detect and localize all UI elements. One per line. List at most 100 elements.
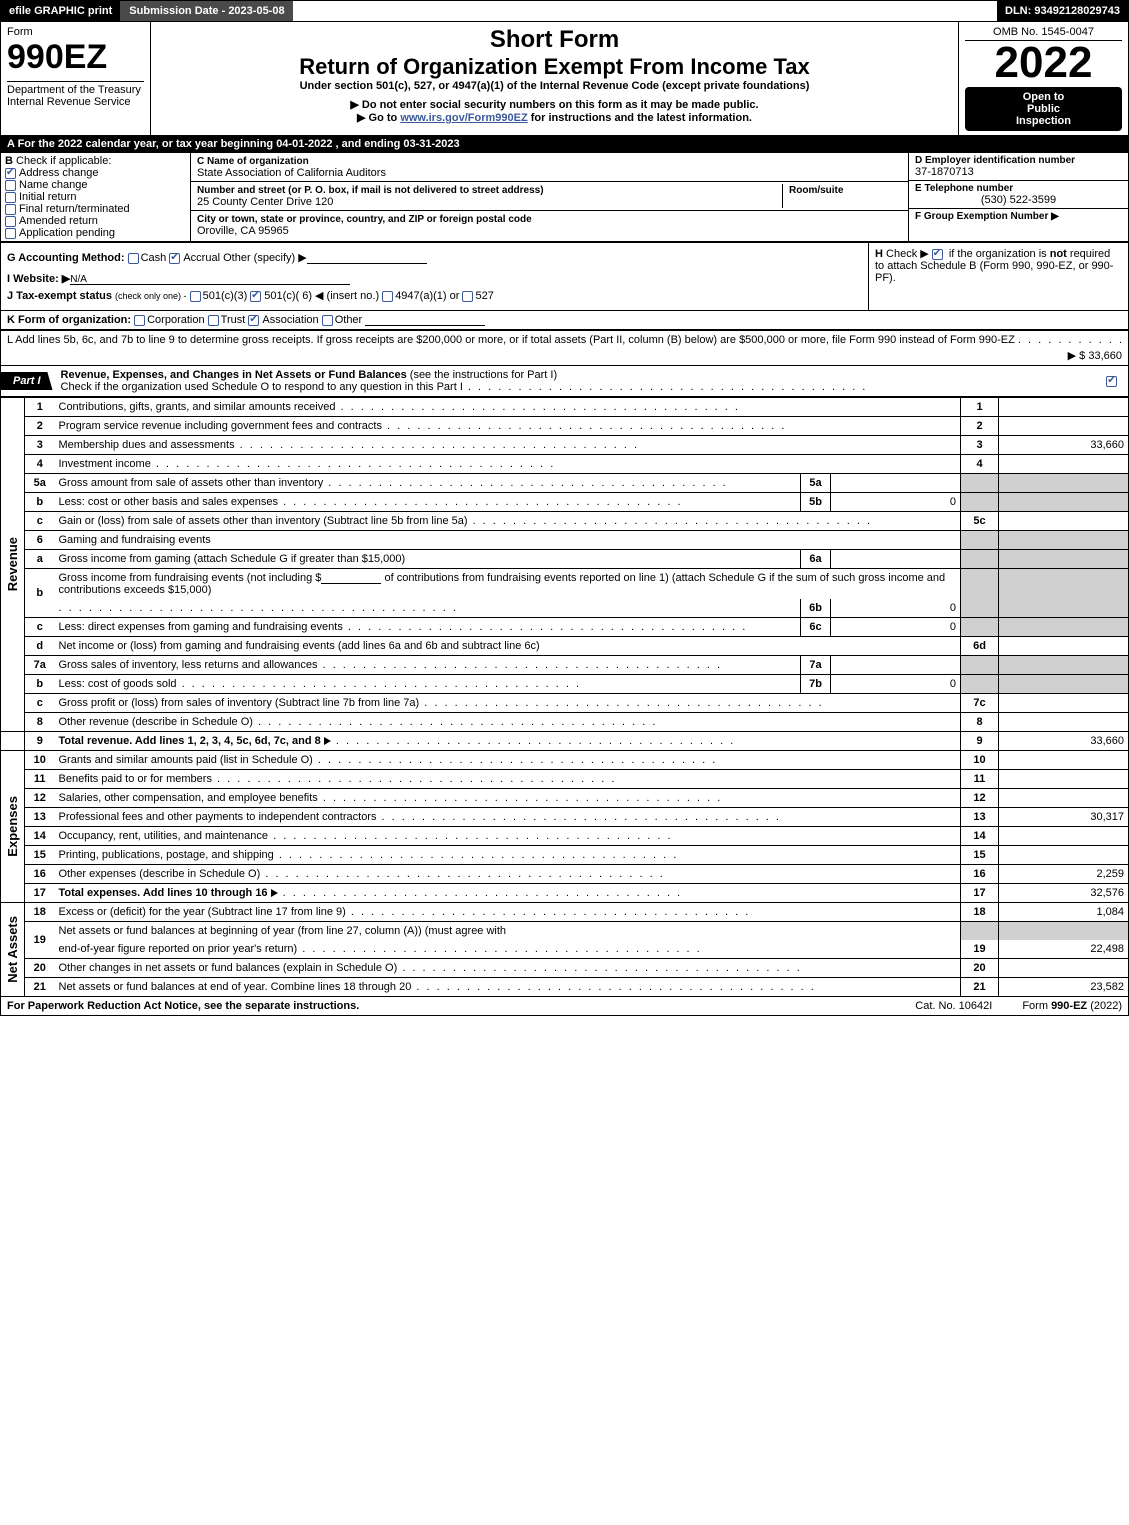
part1-checkbox[interactable] bbox=[1106, 376, 1117, 387]
d20: Other changes in net assets or fund bala… bbox=[59, 962, 398, 974]
short-form-title: Short Form bbox=[157, 26, 952, 54]
line-8: 8 Other revenue (describe in Schedule O)… bbox=[1, 713, 1129, 732]
trust-radio[interactable] bbox=[208, 315, 219, 326]
line-7b: b Less: cost of goods sold 7b 0 bbox=[1, 675, 1129, 694]
L-text-content: L Add lines 5b, 6c, and 7b to line 9 to … bbox=[7, 334, 1015, 346]
d11: Benefits paid to or for members bbox=[59, 773, 212, 785]
line-6b-sub: 6b 0 bbox=[1, 599, 1129, 618]
n8: 8 bbox=[25, 713, 55, 732]
d8: Other revenue (describe in Schedule O) bbox=[59, 716, 253, 728]
rn20: 20 bbox=[961, 959, 999, 978]
line-3: 3 Membership dues and assessments 3 33,6… bbox=[1, 436, 1129, 455]
rn14: 14 bbox=[961, 827, 999, 846]
header-right: OMB No. 1545-0047 2022 Open to Public In… bbox=[958, 22, 1128, 135]
rn9: 9 bbox=[961, 732, 999, 751]
n11: 11 bbox=[25, 770, 55, 789]
n5a: 5a bbox=[25, 474, 55, 493]
501c6-checkbox[interactable] bbox=[250, 291, 261, 302]
app-pending-checkbox[interactable] bbox=[5, 228, 16, 239]
rn5c: 5c bbox=[961, 512, 999, 531]
footer: For Paperwork Reduction Act Notice, see … bbox=[0, 996, 1129, 1016]
H-label: H bbox=[875, 248, 883, 260]
D-label: D Employer identification number bbox=[915, 155, 1122, 166]
rn7c: 7c bbox=[961, 694, 999, 713]
amt6d bbox=[999, 637, 1129, 656]
part1-tag: Part I bbox=[1, 372, 53, 390]
line-5b: b Less: cost or other basis and sales ex… bbox=[1, 493, 1129, 512]
initial-return-checkbox[interactable] bbox=[5, 192, 16, 203]
line-21: 21 Net assets or fund balances at end of… bbox=[1, 978, 1129, 997]
open2: Public bbox=[969, 103, 1118, 115]
footer-left: For Paperwork Reduction Act Notice, see … bbox=[7, 1000, 885, 1012]
irs-link[interactable]: www.irs.gov/Form990EZ bbox=[400, 112, 527, 124]
C-label: C bbox=[197, 156, 204, 167]
corp-radio[interactable] bbox=[134, 315, 145, 326]
501c3-radio[interactable] bbox=[190, 291, 201, 302]
d5a: Gross amount from sale of assets other t… bbox=[59, 477, 324, 489]
amended-return-checkbox[interactable] bbox=[5, 216, 16, 227]
527-radio[interactable] bbox=[462, 291, 473, 302]
amt20 bbox=[999, 959, 1129, 978]
n7c: c bbox=[25, 694, 55, 713]
sn5a: 5a bbox=[801, 474, 831, 493]
cash-text: Cash bbox=[141, 252, 167, 264]
other-org-radio[interactable] bbox=[322, 315, 333, 326]
line-2: 2 Program service revenue including gove… bbox=[1, 417, 1129, 436]
d7c: Gross profit or (loss) from sales of inv… bbox=[59, 697, 420, 709]
netassets-label: Net Assets bbox=[5, 916, 20, 983]
sn7a: 7a bbox=[801, 656, 831, 675]
n16: 16 bbox=[25, 865, 55, 884]
6b-blank bbox=[321, 572, 381, 584]
cash-radio[interactable] bbox=[128, 253, 139, 264]
line-9: 9 Total revenue. Add lines 1, 2, 3, 4, 5… bbox=[1, 732, 1129, 751]
H-checkbox[interactable] bbox=[932, 249, 943, 260]
room-label: Room/suite bbox=[789, 185, 843, 196]
assoc-checkbox[interactable] bbox=[248, 315, 259, 326]
final-return-checkbox[interactable] bbox=[5, 204, 16, 215]
amt9: 33,660 bbox=[999, 732, 1129, 751]
d16: Other expenses (describe in Schedule O) bbox=[59, 868, 261, 880]
sh62 bbox=[999, 531, 1129, 550]
efile-label[interactable]: efile GRAPHIC print bbox=[1, 1, 121, 21]
amt19: 22,498 bbox=[999, 940, 1129, 959]
d6: Gaming and fundraising events bbox=[59, 534, 211, 546]
topbar-spacer bbox=[293, 1, 997, 21]
amt8 bbox=[999, 713, 1129, 732]
d7b: Less: cost of goods sold bbox=[59, 678, 177, 690]
part1-table: Revenue 1 Contributions, gifts, grants, … bbox=[0, 397, 1129, 996]
line-14: 14 Occupancy, rent, utilities, and maint… bbox=[1, 827, 1129, 846]
arrow-icon bbox=[324, 737, 331, 745]
goto-pre: ▶ Go to bbox=[357, 112, 400, 124]
d5c: Gain or (loss) from sale of assets other… bbox=[59, 515, 468, 527]
rn17: 17 bbox=[961, 884, 999, 903]
arrow-icon-17 bbox=[271, 889, 278, 897]
street-label: Number and street (or P. O. box, if mail… bbox=[197, 185, 544, 196]
accrual-checkbox[interactable] bbox=[169, 253, 180, 264]
I-label: I Website: ▶ bbox=[7, 273, 70, 285]
other-blank bbox=[307, 252, 427, 264]
city-label: City or town, state or province, country… bbox=[197, 214, 532, 225]
n12: 12 bbox=[25, 789, 55, 808]
d13: Professional fees and other payments to … bbox=[59, 811, 377, 823]
d3: Membership dues and assessments bbox=[59, 439, 235, 451]
line-6: 6 Gaming and fundraising events bbox=[1, 531, 1129, 550]
form-number: 990EZ bbox=[7, 38, 107, 77]
527: 527 bbox=[475, 290, 493, 302]
addr-change-checkbox[interactable] bbox=[5, 168, 16, 179]
J-sub: (check only one) - bbox=[115, 291, 187, 301]
d19b: end-of-year figure reported on prior yea… bbox=[59, 943, 298, 955]
other-org: Other bbox=[335, 314, 363, 326]
4947-radio[interactable] bbox=[382, 291, 393, 302]
sh6a2 bbox=[999, 550, 1129, 569]
line-5a: 5a Gross amount from sale of assets othe… bbox=[1, 474, 1129, 493]
name-change-checkbox[interactable] bbox=[5, 180, 16, 191]
part1-title-text: Revenue, Expenses, and Changes in Net As… bbox=[61, 369, 407, 381]
amended-return: Amended return bbox=[19, 215, 98, 227]
L-val: ▶ $ 33,660 bbox=[1, 349, 1128, 365]
rn21: 21 bbox=[961, 978, 999, 997]
sv7b: 0 bbox=[831, 675, 961, 694]
d15: Printing, publications, postage, and shi… bbox=[59, 849, 274, 861]
sn5b: 5b bbox=[801, 493, 831, 512]
under-section: Under section 501(c), 527, or 4947(a)(1)… bbox=[157, 80, 952, 92]
final-return: Final return/terminated bbox=[19, 203, 130, 215]
